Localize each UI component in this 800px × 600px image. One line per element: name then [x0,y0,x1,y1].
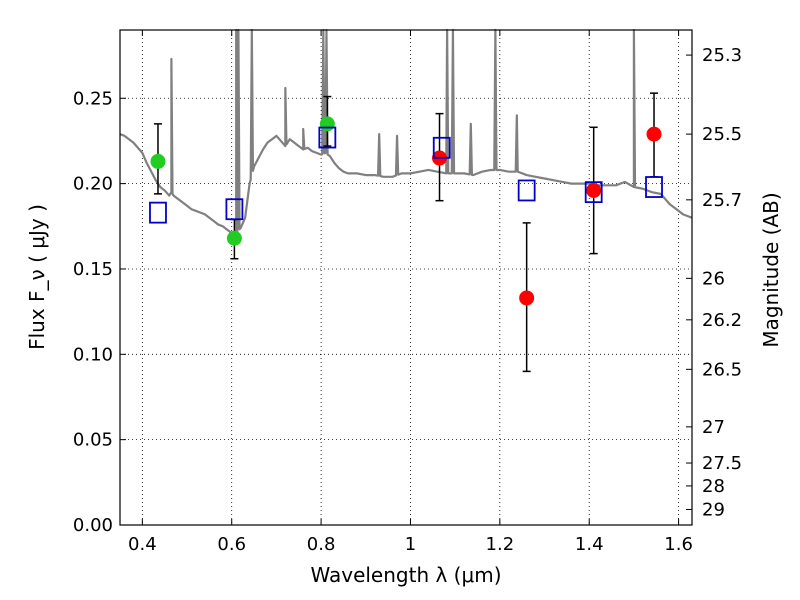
y-axis-label: Flux F_ν ( μJy ) [25,204,49,350]
right-tick-label: 25.5 [702,124,742,145]
right-tick-label: 25.3 [702,45,742,66]
x-tick-label: 1.4 [575,534,604,555]
plot-frame [119,29,693,526]
red-data-point [519,290,535,306]
points-layer [149,116,663,306]
model-square-point [225,198,244,221]
model-square-point [645,176,663,198]
green-data-point [150,153,166,169]
x-tick-label: 1 [405,534,416,555]
y-tick-label: 0.25 [73,88,113,109]
red-data-point [646,126,662,142]
right-tick-label: 27.5 [702,453,742,474]
right-tick-label: 26.2 [702,310,742,331]
x-tick-label: 0.4 [128,534,157,555]
model-square-point [517,179,536,202]
green-data-point [319,116,335,132]
y-tick-label: 0.20 [73,174,113,195]
red-data-point [586,182,602,198]
right-tick-label: 26.5 [702,359,742,380]
right-tick-label: 26 [702,268,725,289]
right-axis-label: Magnitude (AB) [759,192,783,347]
ticks-layer: 0.4 0.6 0.8 1 1.2 1.4 1.6 0.00 0.05 0.10 0.15 0.20 0… [73,30,742,555]
x-tick-label: 0.6 [217,534,246,555]
model-square-point [584,181,603,204]
x-tick-label: 1.6 [664,534,693,555]
x-tick-label: 1.2 [486,534,515,555]
model-square-point [432,136,451,159]
right-tick-label: 29 [702,499,725,520]
grid-layer [120,30,692,526]
y-tick-label: 0.05 [73,430,113,451]
y-tick-label: 0.10 [73,344,113,365]
right-tick-label: 27 [702,417,725,438]
spectrum-layer [119,28,693,235]
y-tick-label: 0.00 [73,515,113,536]
model-square-point [149,201,167,224]
x-tick-label: 0.8 [307,534,336,555]
spectrum-line [119,28,693,235]
green-data-point [226,230,242,246]
x-axis-label: Wavelength λ (μm) [310,563,501,587]
y-tick-label: 0.15 [73,259,113,280]
right-tick-label: 28 [702,476,725,497]
model-square-point [318,126,337,149]
right-tick-label: 25.7 [702,190,742,211]
